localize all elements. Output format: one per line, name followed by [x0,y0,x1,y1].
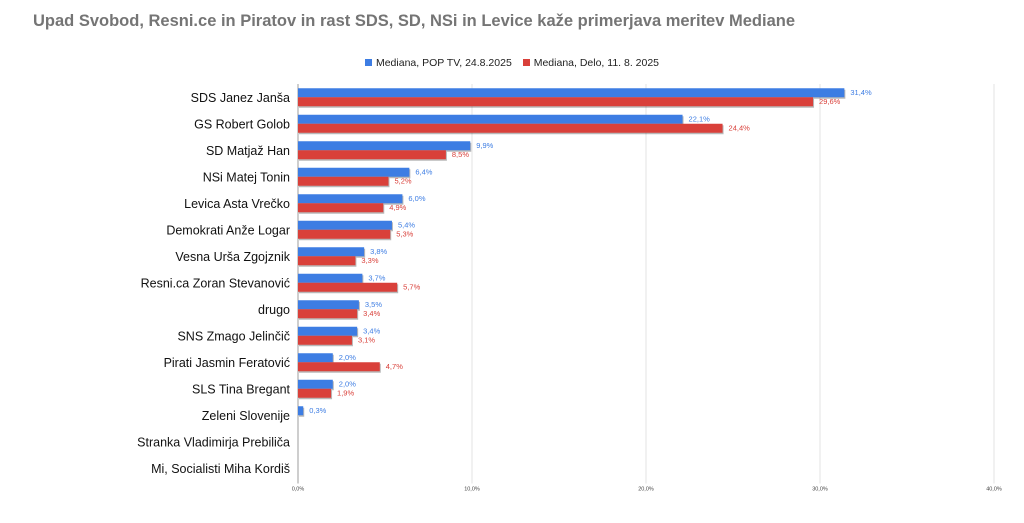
category-label: SNS Zmago Jelinčič [177,329,290,343]
data-label: 6,4% [415,167,432,176]
bar-pop-tv [298,406,304,416]
category-label: Demokrati Anže Logar [166,223,290,237]
data-label: 22,1% [689,114,711,123]
bar-pop-tv [298,326,358,336]
bar-delo [298,362,380,372]
data-label: 2,0% [339,353,356,362]
legend: Mediana, POP TV, 24.8.2025 Mediana, Delo… [0,57,1024,69]
data-label: 3,8% [370,247,387,256]
data-label: 3,7% [368,273,385,282]
data-label: 6,0% [408,194,425,203]
bar-delo [298,229,391,239]
category-label: Mi, Socialisti Miha Kordiš [151,462,290,476]
category-label: drugo [258,303,290,317]
category-label: SDS Janez Janša [191,91,290,105]
bar-pop-tv [298,141,471,151]
bar-pop-tv [298,88,845,98]
bar-delo [298,309,358,319]
data-label: 0,3% [309,406,326,415]
category-label: Resni.ca Zoran Stevanović [141,276,290,290]
x-tick-label: 20,0% [638,487,654,493]
bar-pop-tv [298,247,365,257]
chart-title: Upad Svobod, Resni.ce in Piratov in rast… [33,12,796,30]
x-tick-label: 0,0% [292,487,305,493]
category-label: GS Robert Golob [194,117,290,131]
category-label: Pirati Jasmin Feratović [164,356,290,370]
legend-label-pop-tv: Mediana, POP TV, 24.8.2025 [375,57,512,69]
bar-pop-tv [298,167,410,177]
data-label: 3,4% [363,309,380,318]
data-label: 5,7% [403,282,420,291]
category-label: Vesna Urša Zgojznik [175,250,290,264]
bar-delo [298,282,398,292]
bar-pop-tv [298,379,333,389]
bar-delo [298,335,352,345]
data-label: 2,0% [339,379,356,388]
category-label: Zeleni Slovenije [202,409,290,423]
data-label: 3,1% [358,335,375,344]
category-label: SD Matjaž Han [206,144,290,158]
data-label: 3,4% [363,326,380,335]
data-label: 5,3% [396,229,413,238]
category-label: NSi Matej Tonin [203,170,290,184]
bar-delo [298,388,332,398]
bar-pop-tv [298,220,392,230]
category-label: Stranka Vladimirja Prebiliča [137,435,290,449]
bar-delo [298,150,446,160]
data-label: 3,5% [365,300,382,309]
bar-pop-tv [298,273,363,283]
bar-pop-tv [298,114,683,124]
bar-pop-tv [298,353,333,363]
legend-item-delo: Mediana, Delo, 11. 8. 2025 [522,57,660,69]
data-label: 29,6% [819,97,841,106]
bar-delo [298,97,814,107]
legend-swatch-pop-tv [364,59,372,66]
category-label: Levica Asta Vrečko [184,197,290,211]
bar-pop-tv [298,300,359,310]
legend-item-pop-tv: Mediana, POP TV, 24.8.2025 [364,57,512,69]
data-label: 9,9% [476,141,493,150]
bar-pop-tv [298,194,403,204]
x-tick-label: 30,0% [812,487,828,493]
data-label: 24,4% [729,123,751,132]
legend-label-delo: Mediana, Delo, 11. 8. 2025 [533,57,660,69]
legend-swatch-delo [522,59,530,66]
data-label: 3,3% [361,256,378,265]
data-label: 5,4% [398,220,415,229]
data-label: 4,9% [389,203,406,212]
data-label: 4,7% [386,362,403,371]
data-label: 1,9% [337,388,354,397]
category-label: SLS Tina Bregant [192,382,291,396]
bar-delo [298,123,723,133]
bar-delo [298,256,356,266]
bar-delo [298,203,384,213]
data-label: 31,4% [850,88,872,97]
x-tick-label: 40,0% [986,487,1002,493]
x-tick-label: 10,0% [464,487,480,493]
bar-delo [298,176,389,186]
data-label: 8,5% [452,150,469,159]
data-label: 5,2% [394,176,411,185]
